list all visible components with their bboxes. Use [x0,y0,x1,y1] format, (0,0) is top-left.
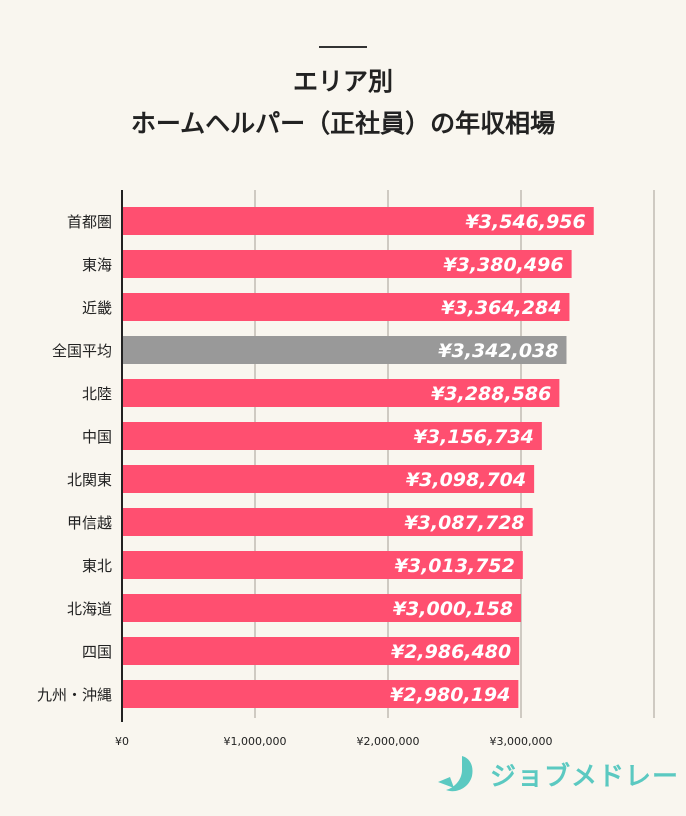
data-label: ¥3,013,752 [395,555,515,577]
jobmedley-logo: ジョブメドレー [436,752,679,796]
bar [122,594,522,622]
chart-title-line2: ホームヘルパー（正社員）の年収相場 [130,109,556,138]
category-label: 北海道 [67,600,112,618]
bar [122,551,523,579]
bar [122,207,594,235]
data-label: ¥3,364,284 [441,297,561,319]
x-tick-label: ¥1,000,000 [224,735,287,748]
data-label: ¥3,098,704 [406,469,526,491]
x-tick-label: ¥3,000,000 [490,735,553,748]
x-tick-label: ¥0 [115,735,129,748]
category-label: 首都圏 [67,213,112,231]
logo-text: ジョブメドレー [490,761,680,792]
category-label: 甲信越 [67,514,112,532]
category-label: 北関東 [67,471,112,489]
category-label: 東北 [82,557,112,575]
bar [122,250,572,278]
title-rule [319,46,367,48]
category-label: 近畿 [82,299,112,317]
bar [122,293,570,321]
bar [122,379,560,407]
category-label: 全国平均 [52,342,112,360]
bar [122,465,535,493]
bar [122,336,567,364]
chart-title-line1: エリア別 [292,67,393,96]
x-tick-label: ¥2,000,000 [357,735,420,748]
bar [122,508,533,536]
data-label: ¥2,980,194 [390,684,510,706]
category-label: 四国 [82,643,112,661]
data-label: ¥3,380,496 [443,254,563,276]
category-label: 中国 [82,428,112,446]
data-label: ¥3,288,586 [431,383,551,405]
bar [122,422,542,450]
data-label: ¥3,546,956 [466,211,586,233]
category-label: 北陸 [82,385,112,403]
data-label: ¥2,986,480 [391,641,511,663]
data-label: ¥3,000,158 [393,598,513,620]
data-label: ¥3,087,728 [404,512,524,534]
bar [122,680,519,708]
data-label: ¥3,342,038 [438,340,558,362]
data-label: ¥3,156,734 [414,426,534,448]
bar [122,637,520,665]
category-label: 東海 [82,256,112,274]
logo-mark-icon [438,756,473,792]
category-label: 九州・沖縄 [37,686,112,704]
